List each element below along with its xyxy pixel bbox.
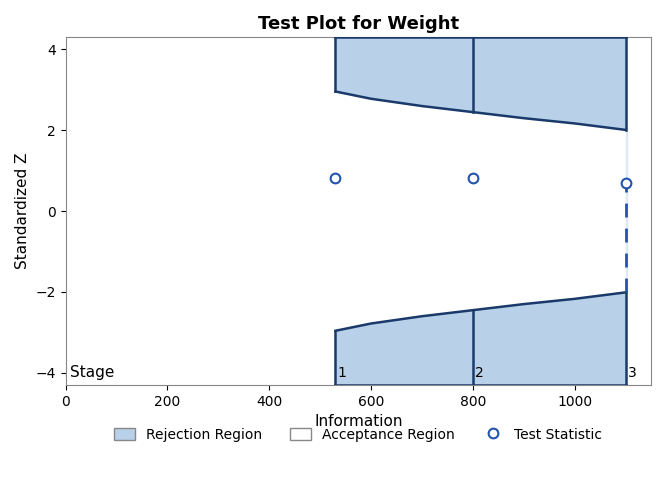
Polygon shape xyxy=(336,38,625,130)
Y-axis label: Standardized Z: Standardized Z xyxy=(15,153,30,270)
Text: 1: 1 xyxy=(338,366,346,380)
Text: 2: 2 xyxy=(475,366,484,380)
Legend: Rejection Region, Acceptance Region, Test Statistic: Rejection Region, Acceptance Region, Tes… xyxy=(109,422,608,448)
X-axis label: Information: Information xyxy=(314,414,402,429)
Text: Stage: Stage xyxy=(70,365,114,380)
Title: Test Plot for Weight: Test Plot for Weight xyxy=(258,15,459,33)
Polygon shape xyxy=(336,292,625,385)
Polygon shape xyxy=(625,130,627,292)
Text: 3: 3 xyxy=(627,366,636,380)
